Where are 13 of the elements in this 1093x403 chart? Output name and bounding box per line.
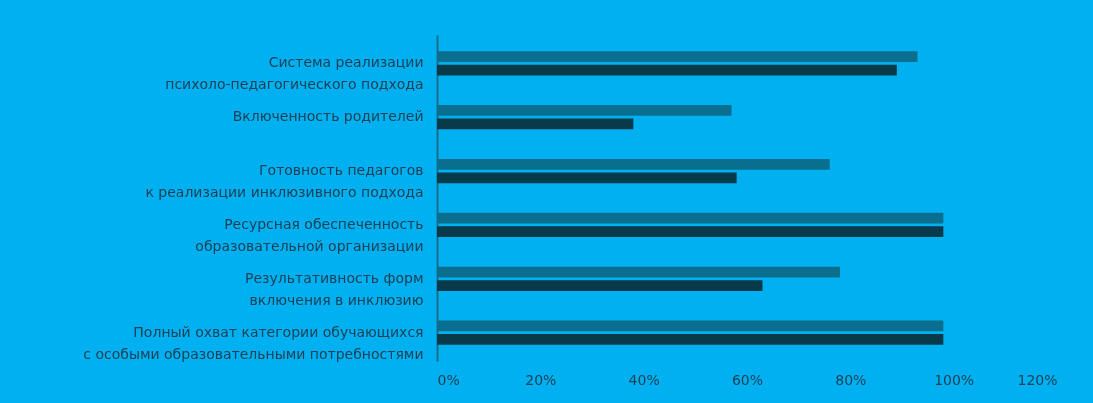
x-tick-label: 80% (835, 371, 867, 388)
y-tick-label: Результативность форм включения в инклюзию (245, 269, 424, 308)
x-tick-label: 20% (525, 371, 557, 388)
x-tick-label: 60% (731, 371, 764, 388)
y-tick-label: Полный охват категории обучающихся с особыми образовательными потребностями (83, 323, 424, 362)
y-tick-label: Ресурсная обеспеченность образовательной организации (195, 215, 424, 254)
y-tick-label: Готовность педагогов к реализации инклюзивного подхода (145, 162, 424, 201)
y-tick-label: Включенность родителей (232, 108, 424, 125)
x-tick-label: 0% (437, 371, 460, 388)
x-tick-label: 40% (628, 371, 660, 388)
x-tick-label: 100% (934, 371, 975, 388)
y-tick-label: Система реализации психоло-педагогического подхода (165, 54, 424, 93)
x-tick-label: 120% (1017, 371, 1058, 388)
